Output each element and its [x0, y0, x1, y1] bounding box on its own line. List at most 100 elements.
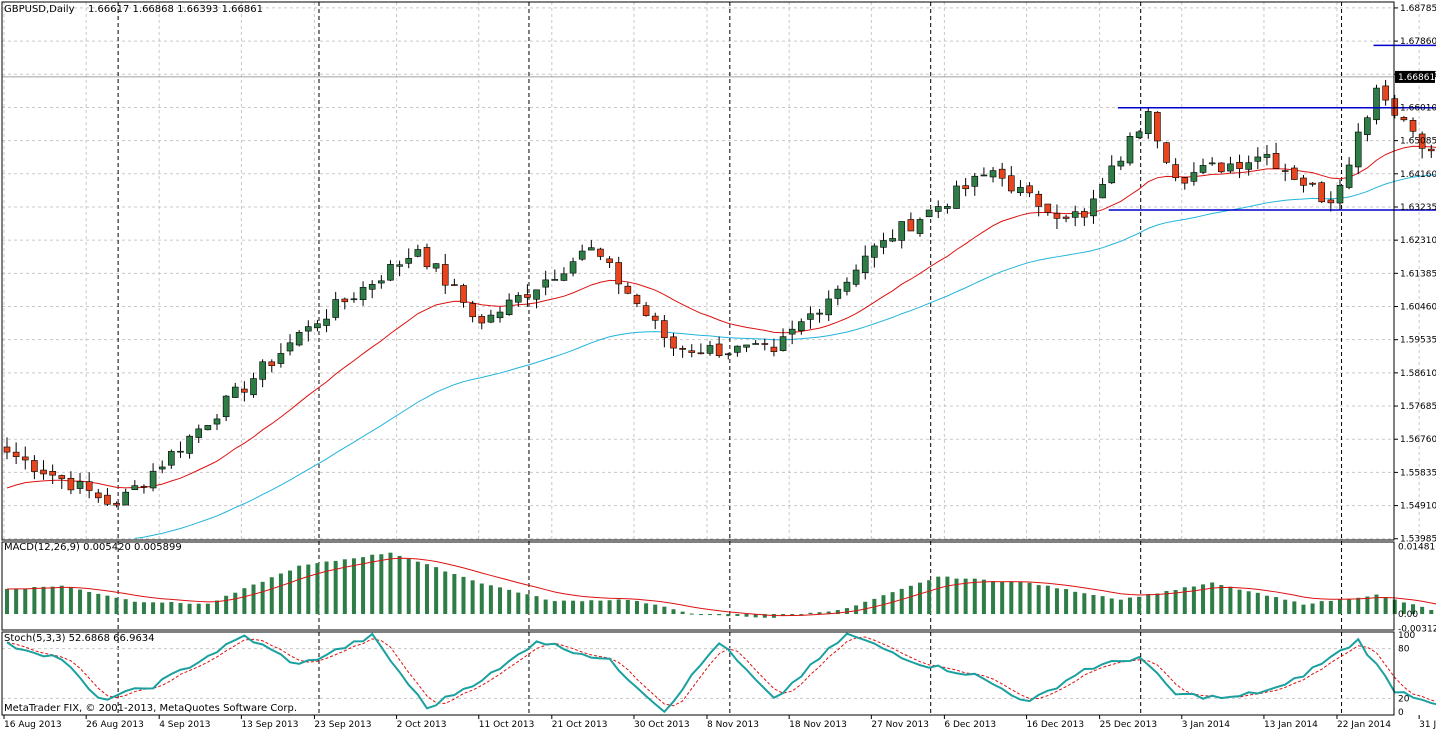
candle-body[interactable] — [880, 240, 887, 248]
candle-body[interactable] — [368, 284, 376, 290]
candle-body[interactable] — [898, 221, 906, 241]
candle-body[interactable] — [1172, 164, 1179, 179]
candle-body[interactable] — [834, 288, 842, 299]
candle-body[interactable] — [95, 492, 102, 499]
candle-body[interactable] — [843, 281, 851, 292]
candle-body[interactable] — [871, 245, 878, 258]
candle-body[interactable] — [861, 255, 869, 273]
candle-body[interactable] — [606, 258, 613, 263]
candle-body[interactable] — [1236, 162, 1243, 169]
candle-body[interactable] — [314, 323, 321, 329]
candle-body[interactable] — [1181, 177, 1189, 184]
candle-body[interactable] — [1163, 142, 1170, 163]
candle-body[interactable] — [12, 451, 20, 458]
candle-body[interactable] — [998, 168, 1006, 179]
candle-body[interactable] — [597, 248, 604, 257]
candle-body[interactable] — [889, 238, 896, 242]
candle-body[interactable] — [478, 316, 486, 324]
candle-body[interactable] — [734, 345, 741, 353]
candle-body[interactable] — [469, 303, 476, 318]
candle-body[interactable] — [670, 336, 677, 349]
candle-body[interactable] — [588, 247, 595, 251]
candle-body[interactable] — [1199, 165, 1207, 173]
candle-body[interactable] — [3, 446, 11, 453]
candle-body[interactable] — [1217, 162, 1225, 173]
candle-body[interactable] — [1071, 211, 1079, 218]
candle-body[interactable] — [1418, 133, 1426, 149]
candle-body[interactable] — [1245, 162, 1252, 170]
candle-body[interactable] — [168, 451, 175, 466]
candle-body[interactable] — [743, 344, 750, 348]
candle-body[interactable] — [250, 378, 257, 396]
candle-body[interactable] — [1135, 131, 1143, 138]
candle-body[interactable] — [1281, 170, 1289, 172]
candle-body[interactable] — [259, 361, 266, 380]
candle-body[interactable] — [295, 332, 303, 346]
candle-body[interactable] — [359, 286, 367, 300]
candle-body[interactable] — [323, 318, 330, 326]
candle-body[interactable] — [1208, 162, 1216, 165]
candle-body[interactable] — [989, 170, 997, 178]
candle-body[interactable] — [944, 206, 951, 209]
candle-body[interactable] — [104, 494, 111, 505]
candle-body[interactable] — [661, 320, 668, 339]
candle-body[interactable] — [624, 285, 632, 294]
candle-body[interactable] — [1427, 148, 1435, 152]
candle-body[interactable] — [67, 477, 75, 491]
candle-body[interactable] — [807, 313, 814, 320]
candle-body[interactable] — [158, 466, 166, 470]
candle-body[interactable] — [1099, 184, 1106, 199]
candle-body[interactable] — [524, 294, 531, 298]
candle-body[interactable] — [304, 326, 312, 332]
candle-body[interactable] — [1117, 160, 1125, 167]
candle-body[interactable] — [222, 395, 230, 418]
candle-body[interactable] — [1409, 120, 1417, 132]
candle-body[interactable] — [204, 425, 212, 431]
candle-body[interactable] — [1017, 187, 1024, 194]
candle-body[interactable] — [213, 418, 221, 425]
candle-body[interactable] — [724, 353, 732, 356]
candle-body[interactable] — [706, 345, 714, 354]
candle-body[interactable] — [1327, 199, 1335, 204]
candle-body[interactable] — [615, 262, 623, 285]
candle-body[interactable] — [387, 264, 394, 281]
candle-body[interactable] — [1263, 154, 1271, 158]
candle-body[interactable] — [533, 289, 540, 300]
candle-body[interactable] — [1090, 198, 1097, 217]
candle-body[interactable] — [1126, 135, 1134, 164]
candle-body[interactable] — [953, 185, 960, 209]
candle-body[interactable] — [761, 343, 769, 345]
candle-body[interactable] — [1081, 211, 1088, 218]
candle-body[interactable] — [542, 279, 549, 288]
candle-body[interactable] — [1053, 213, 1061, 219]
candle-body[interactable] — [396, 264, 403, 267]
candle-body[interactable] — [332, 299, 339, 318]
candle-body[interactable] — [85, 481, 93, 491]
candle-body[interactable] — [697, 352, 705, 355]
candle-body[interactable] — [1227, 163, 1234, 172]
candle-body[interactable] — [752, 343, 759, 345]
candle-body[interactable] — [934, 206, 942, 212]
candle-body[interactable] — [798, 321, 805, 331]
candle-body[interactable] — [962, 185, 969, 190]
candle-body[interactable] — [560, 273, 568, 281]
candle-body[interactable] — [1035, 193, 1042, 207]
candle-body[interactable] — [1190, 172, 1198, 182]
candle-body[interactable] — [487, 314, 495, 323]
candle-body[interactable] — [231, 386, 239, 398]
candle-body[interactable] — [1254, 156, 1262, 162]
candle-body[interactable] — [423, 247, 431, 268]
candle-body[interactable] — [195, 428, 203, 438]
candle-body[interactable] — [971, 175, 979, 187]
candle-body[interactable] — [1318, 182, 1326, 203]
candle-body[interactable] — [378, 280, 385, 284]
candle-body[interactable] — [113, 503, 120, 506]
candle-body[interactable] — [1354, 131, 1362, 168]
candles[interactable] — [3, 42, 1436, 508]
candle-body[interactable] — [122, 491, 129, 506]
candle-body[interactable] — [1309, 182, 1316, 185]
candle-body[interactable] — [514, 295, 522, 303]
candle-body[interactable] — [149, 470, 157, 489]
candle-body[interactable] — [907, 219, 915, 232]
candle-body[interactable] — [1382, 85, 1389, 101]
